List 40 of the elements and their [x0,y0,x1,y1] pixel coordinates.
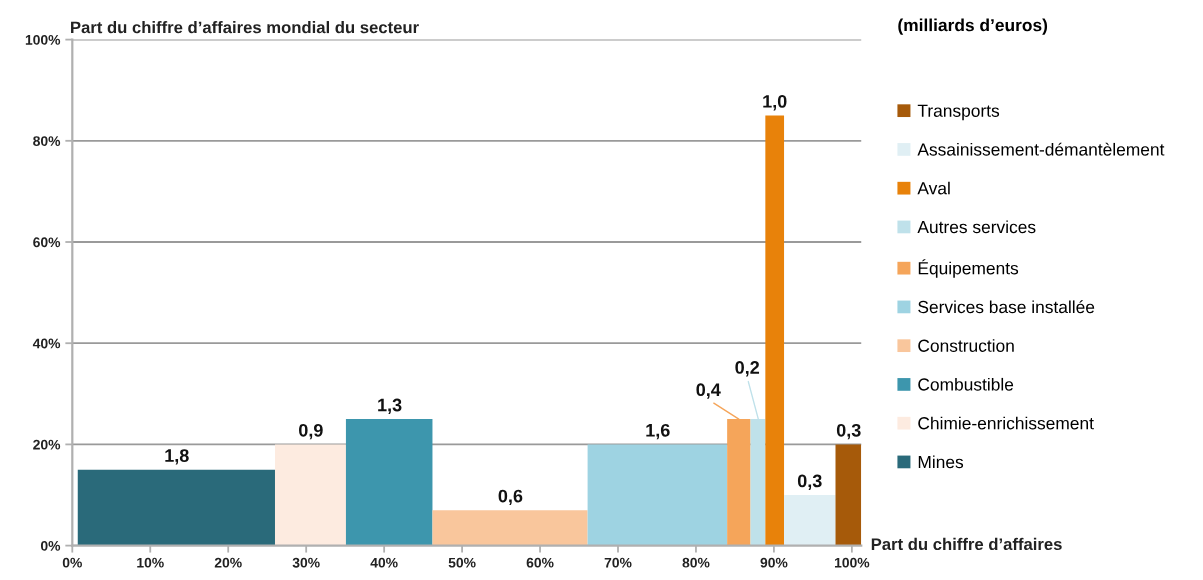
annotation: 0,4 [696,383,721,399]
x-tick-label: 40% [370,557,398,568]
annotation: 0,3 [836,423,861,440]
y-tick-label: 100% [25,34,61,45]
x-tick-label: 100% [834,557,870,568]
legend-label: Combustible [918,377,1014,391]
legend-label: Transports [917,104,1000,121]
legend-label: Assainissement-démantèlement [917,142,1165,156]
annotation: 0,6 [498,489,523,506]
x-tick-label: 60% [526,557,554,568]
annotation: 1,6 [646,423,670,440]
x-tick-label: 10% [137,557,164,568]
x-tick-label: 90% [760,557,788,568]
x-tick-label: 0% [62,557,82,568]
x-tick-label: 70% [604,557,632,568]
y-tick-label: 0% [40,540,61,551]
x-tick-label: 30% [292,557,320,568]
legend-title: (milliards d’euros) [898,18,1048,35]
legend-label: Services base installée [918,300,1095,314]
legend-label: Mines [918,455,964,469]
y-tick-label: 80% [33,136,61,146]
annotation: 0,3 [797,474,822,490]
annotation: 0,2 [735,361,760,377]
legend-label: Construction [918,339,1014,352]
y-tick-label: 60% [33,237,61,248]
x-axis-title: Part du chiffre d’affaires [871,537,1062,551]
x-tick-label: 80% [682,557,710,568]
y-tick-label: 40% [32,338,61,349]
y-tick-label: 20% [33,439,61,450]
annotation: 1,8 [165,449,189,465]
annotation: 1,0 [763,94,787,111]
x-tick-label: 50% [448,557,476,568]
legend-label: Équipements [918,259,1019,278]
annotation: 0,9 [299,423,323,440]
legend-label: Chimie-enrichissement [918,416,1094,430]
y-axis-title: Part du chiffre d’affaires mondial du secteur [71,21,419,34]
legend-label: Autres services [917,220,1036,234]
annotation: 1,3 [378,398,402,414]
x-tick-label: 20% [214,557,242,568]
legend-label: Aval [917,181,950,195]
